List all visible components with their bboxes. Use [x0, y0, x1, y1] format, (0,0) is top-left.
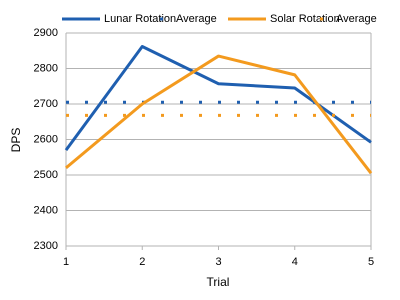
legend-label: Solar Rotation [270, 13, 340, 25]
y-tick-label: 2800 [34, 62, 58, 74]
x-axis-label: Trial [207, 275, 230, 289]
y-tick-label: 2500 [34, 169, 58, 181]
x-tick-label: 5 [368, 256, 374, 268]
series-line [64, 44, 372, 152]
legend-label: Average [176, 13, 217, 25]
y-tick-label: 2400 [34, 204, 58, 216]
legend-swatch [160, 17, 163, 21]
legend-label: Average [336, 13, 377, 25]
x-tick-label: 1 [63, 256, 69, 268]
x-tick-label: 4 [292, 256, 298, 268]
x-tick-label: 3 [215, 256, 221, 268]
legend-label: Lunar Rotation [104, 13, 176, 25]
series-line [65, 54, 373, 175]
y-tick-label: 2700 [34, 98, 58, 110]
y-tick-label: 2900 [34, 27, 58, 39]
y-axis-label: DPS [9, 128, 23, 153]
y-tick-label: 2300 [34, 240, 58, 252]
y-tick-label: 2600 [34, 133, 58, 145]
x-tick-label: 2 [139, 256, 145, 268]
legend-swatch [320, 17, 323, 21]
